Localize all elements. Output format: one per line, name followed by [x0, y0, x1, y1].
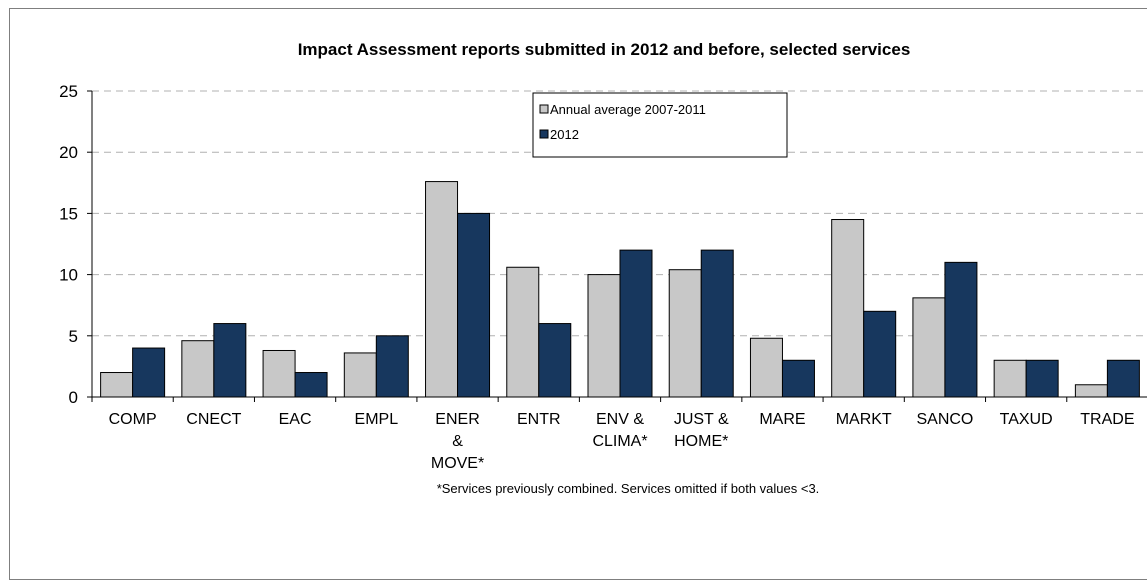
legend-swatch-annual-average: [539, 104, 549, 114]
x-tick-label: CLIMA*: [592, 433, 647, 450]
x-tick-label: EMPL: [355, 411, 399, 428]
x-tick-label: CNECT: [186, 411, 241, 428]
legend-label-2012: 2012: [550, 127, 579, 142]
legend-box: [532, 92, 788, 158]
bar-2012: [863, 310, 897, 398]
bar-2012: [619, 249, 653, 398]
bars: [100, 181, 1140, 398]
bar-annual-average: [100, 372, 134, 398]
x-axis-labels: COMP CNECT EAC EMPL ENER & MOVE* ENTR ENV & CLIMA…: [109, 411, 1135, 472]
x-tick-label: JUST &: [674, 411, 729, 428]
bar-2012: [375, 335, 409, 398]
footnote: *Services previously combined. Services …: [437, 481, 820, 496]
bar-2012: [132, 347, 166, 398]
bar-annual-average: [749, 337, 783, 398]
x-tick-label: TAXUD: [1000, 411, 1053, 428]
bar-annual-average: [1074, 384, 1108, 398]
bar-annual-average: [506, 266, 540, 398]
bar-annual-average: [993, 359, 1027, 398]
bar-2012: [944, 261, 978, 398]
bar-annual-average: [181, 340, 215, 398]
y-tick-label: 0: [69, 388, 78, 407]
bar-annual-average: [343, 352, 377, 398]
bar-annual-average: [668, 269, 702, 398]
chart-frame: Impact Assessment reports submitted in 2…: [9, 8, 1147, 580]
y-tick-label: 15: [59, 204, 78, 223]
x-tick-label: COMP: [109, 411, 157, 428]
x-tick-label: SANCO: [916, 411, 973, 428]
y-tick-label: 5: [69, 327, 78, 346]
y-axis-ticks: 0 5 10 15 20 25: [59, 82, 78, 407]
bar-annual-average: [831, 219, 865, 398]
x-tick-label: ENTR: [517, 411, 561, 428]
chart-title: Impact Assessment reports submitted in 2…: [298, 40, 911, 59]
x-tick-label: ENV &: [596, 411, 644, 428]
bar-2012: [700, 249, 734, 398]
x-tick-label: EAC: [279, 411, 312, 428]
bar-2012: [1106, 359, 1140, 398]
x-tick-label: MOVE*: [431, 455, 484, 472]
legend: Annual average 2007-2011 2012: [532, 92, 788, 158]
bar-annual-average: [912, 297, 946, 398]
axes: [87, 90, 1147, 402]
legend-swatch-2012: [539, 129, 549, 139]
x-tick-label: MARKT: [836, 411, 892, 428]
bar-2012: [294, 372, 328, 398]
bar-2012: [213, 323, 247, 398]
x-tick-label: HOME*: [674, 433, 728, 450]
x-tick-label: ENER: [435, 411, 479, 428]
y-tick-label: 10: [59, 266, 78, 285]
y-tick-label: 20: [59, 143, 78, 162]
x-tick-label: TRADE: [1080, 411, 1134, 428]
x-tick-label: &: [452, 433, 463, 450]
bar-2012: [1025, 359, 1059, 398]
bar-2012: [781, 359, 815, 398]
bar-2012: [538, 323, 572, 398]
legend-label-annual-average: Annual average 2007-2011: [550, 102, 706, 117]
y-tick-label: 25: [59, 82, 78, 101]
bar-annual-average: [425, 181, 459, 398]
bar-2012: [457, 212, 491, 398]
x-tick-label: MARE: [759, 411, 805, 428]
bar-chart: Impact Assessment reports submitted in 2…: [59, 40, 1147, 496]
bar-annual-average: [587, 274, 621, 398]
bar-annual-average: [262, 349, 296, 398]
